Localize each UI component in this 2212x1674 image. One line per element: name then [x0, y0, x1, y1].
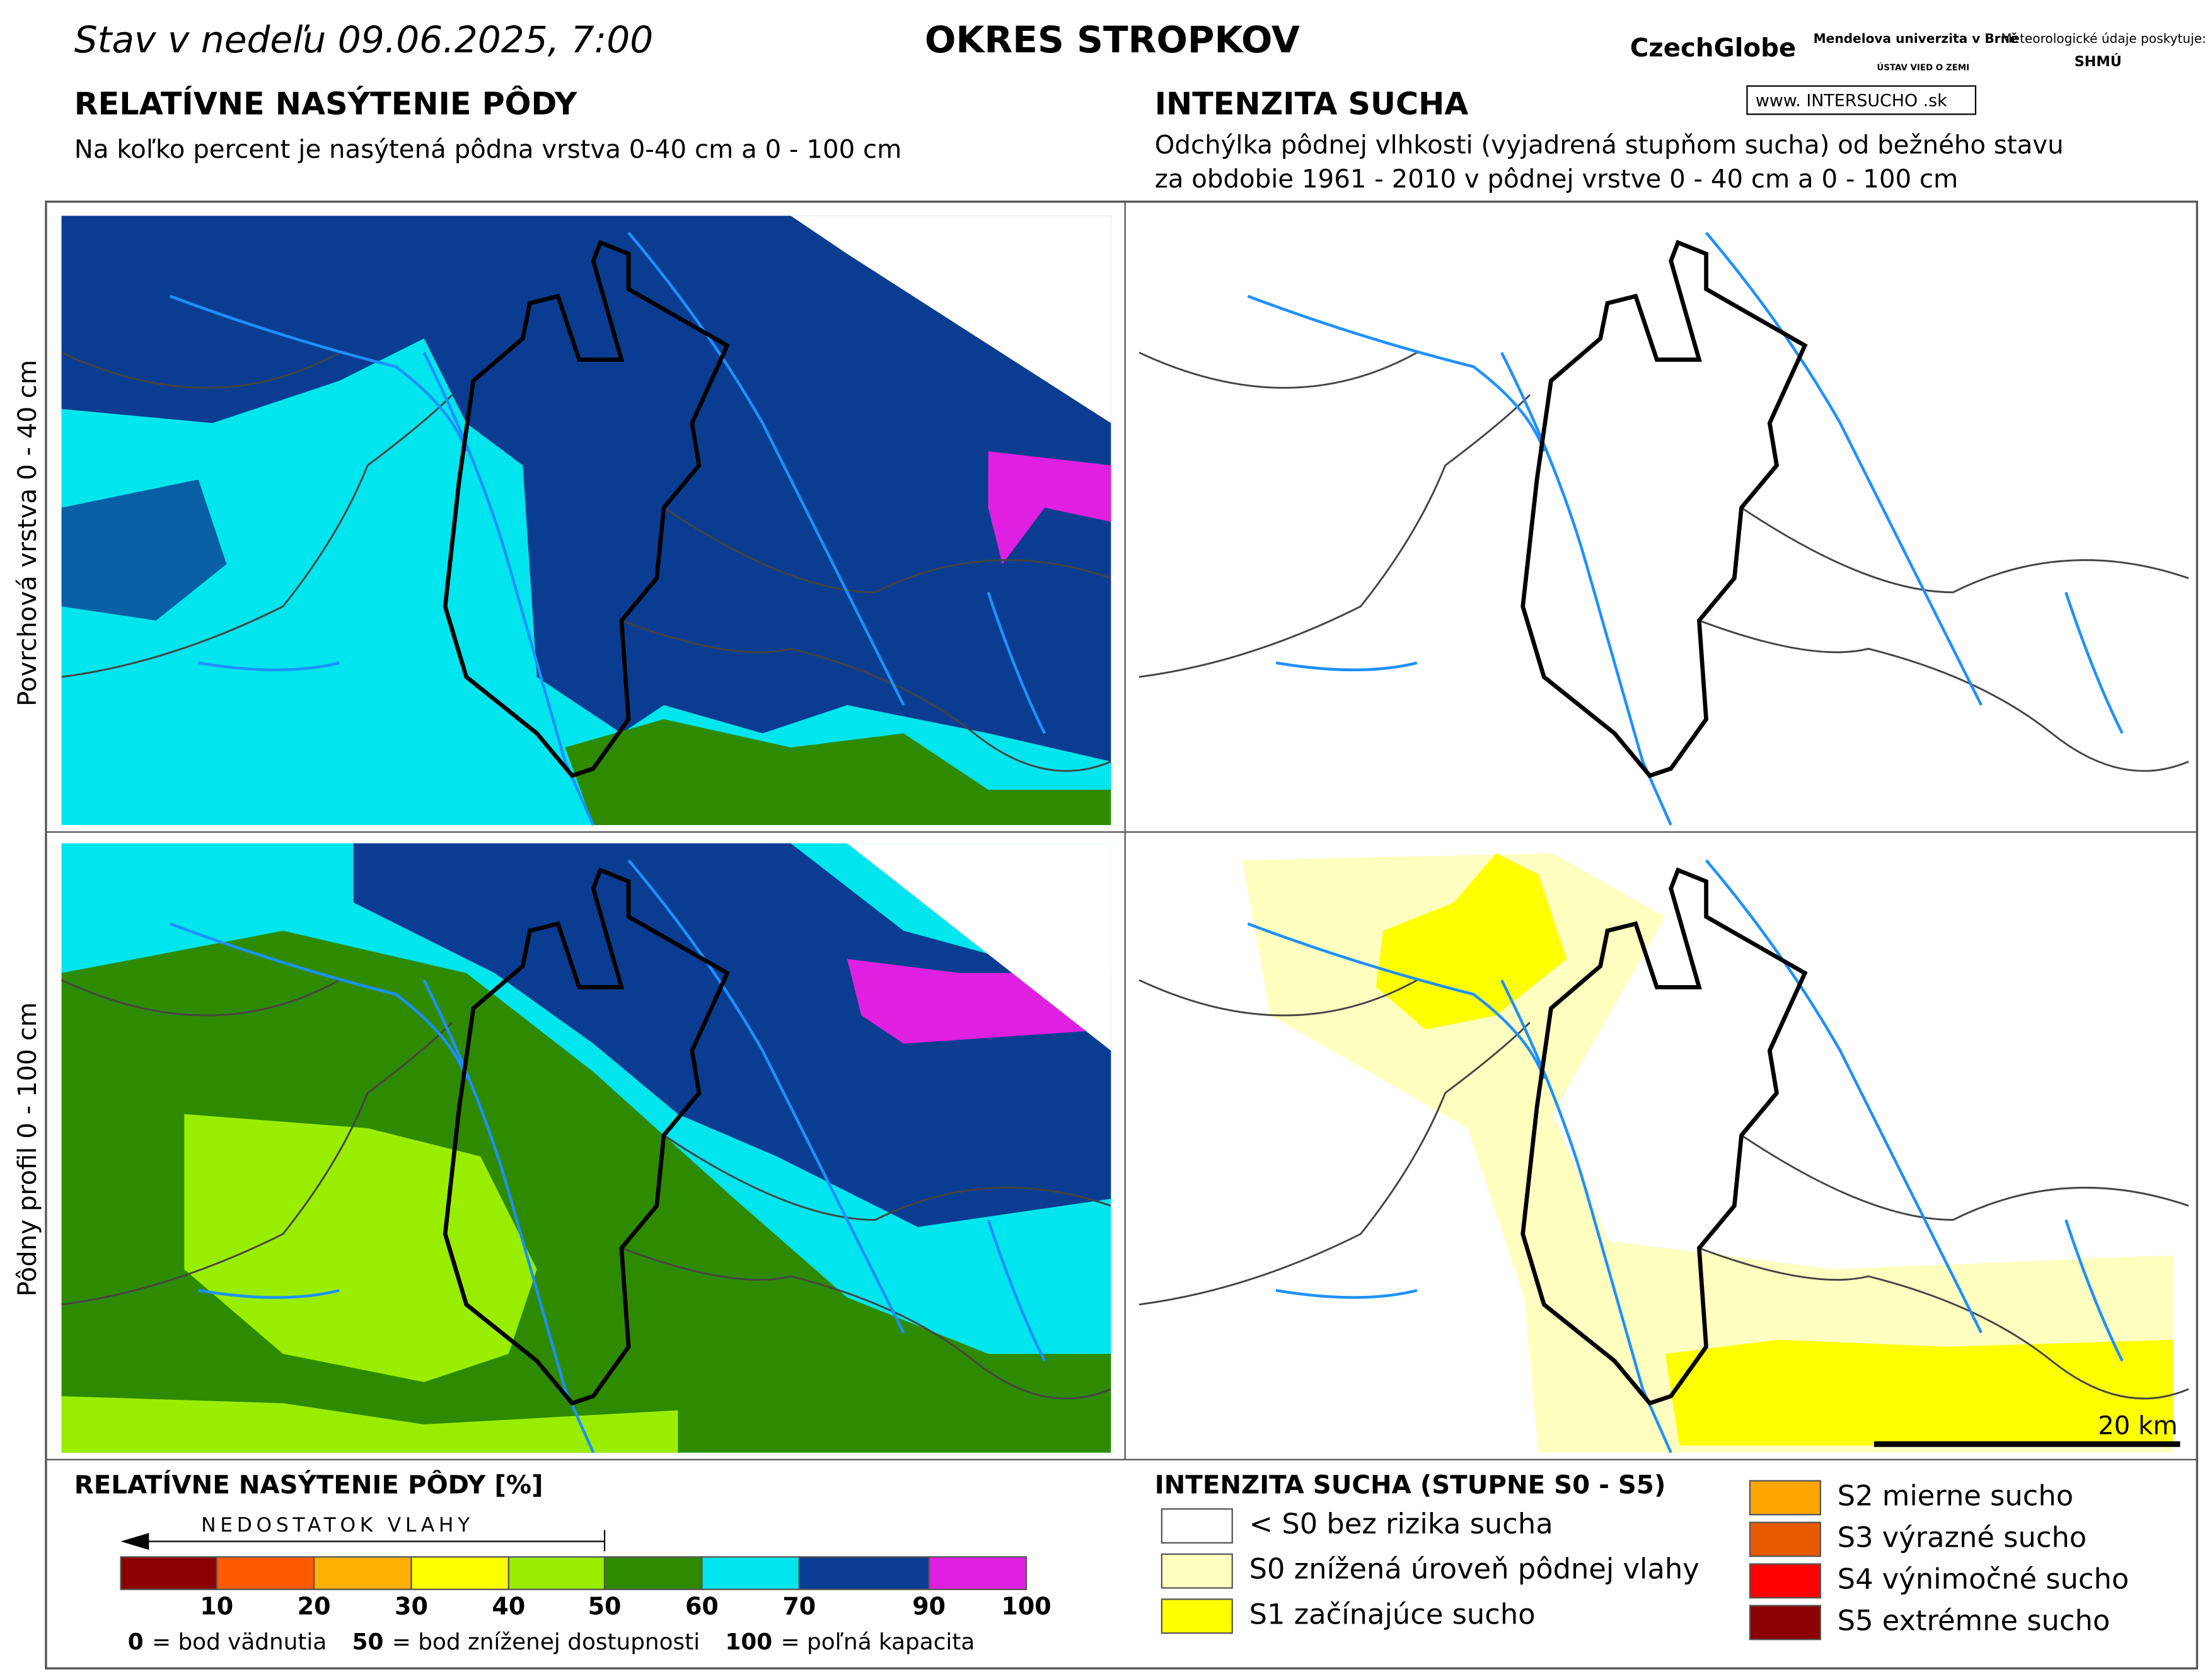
- map-drought-bottom: 20 km: [1138, 843, 2190, 1453]
- district: OKRES STROPKOV: [925, 18, 1300, 61]
- date-line: Stav v nedeľu 09.06.2025, 7:00: [74, 18, 654, 61]
- legend-swatch: [1749, 1563, 1821, 1599]
- color-bin: [603, 1556, 703, 1590]
- logo: ÚSTAV VIED O ZEMI: [1877, 61, 1969, 72]
- scale-label: 20 km: [2098, 1411, 2178, 1440]
- map-saturation-bottom: [61, 843, 1112, 1453]
- tick-label: 60: [685, 1592, 719, 1620]
- left-title: RELATÍVNE NASÝTENIE PÔDY: [74, 84, 578, 122]
- color-bin: [701, 1556, 800, 1590]
- color-bin: [216, 1556, 315, 1590]
- arrowhead: [120, 1533, 149, 1550]
- legend-label: < S0 bez rizika sucha: [1249, 1507, 1553, 1540]
- note-key: 0: [128, 1629, 144, 1655]
- left-subtitle: Na koľko percent je nasýtená pôdna vrstv…: [74, 135, 902, 164]
- map-saturation-top: [61, 216, 1112, 825]
- date-prefix: Stav v nedeľu: [74, 18, 327, 61]
- note-text: = bod zníženej dostupnosti: [392, 1629, 700, 1655]
- color-bin: [120, 1556, 217, 1590]
- tick-label: 100: [1001, 1592, 1051, 1620]
- logo: SHMÚ: [2075, 52, 2122, 70]
- tick-label: 20: [298, 1592, 331, 1620]
- legend-title: INTENZITA SUCHA (STUPNE S0 - S5): [1155, 1470, 1666, 1499]
- color-bin: [507, 1556, 606, 1590]
- tick-label: 40: [492, 1592, 525, 1620]
- legend-label: S3 výrazné sucho: [1838, 1520, 2087, 1554]
- color-bin: [313, 1556, 412, 1590]
- note-key: 50: [352, 1629, 384, 1655]
- right-title: INTENZITA SUCHA: [1155, 85, 1469, 122]
- logo: Mendelova univerzita v Brně: [1814, 31, 2018, 46]
- date: 09.06.2025, 7:00: [338, 18, 654, 61]
- legend-swatch: [1161, 1508, 1233, 1544]
- legend-title: RELATÍVNE NASÝTENIE PÔDY [%]: [74, 1469, 543, 1499]
- tick-label: 90: [912, 1592, 946, 1620]
- arrow-label: NEDOSTATOK VLAHY: [201, 1514, 474, 1537]
- tick-label: 30: [395, 1592, 428, 1620]
- map-drought-top: [1138, 216, 2190, 825]
- legend-swatch: [1749, 1605, 1821, 1641]
- legend-swatch: [1749, 1480, 1821, 1516]
- color-bin: [410, 1556, 510, 1590]
- logo: Meteorologické údaje poskytuje:: [2001, 31, 2206, 46]
- legend-label: S0 znížená úroveň pôdnej vlahy: [1249, 1552, 1700, 1586]
- legend-label: S1 začínajúce sucho: [1249, 1597, 1536, 1631]
- color-bin: [798, 1556, 930, 1590]
- note-key: 100: [725, 1629, 772, 1655]
- right-subtitle: Odchýlka pôdnej vlhkosti (vyjadrená stup…: [1155, 131, 2064, 160]
- legend-swatch: [1161, 1598, 1233, 1634]
- legend-notes: 0 = bod vädnutia 50 = bod zníženej dostupno…: [128, 1629, 975, 1655]
- row-label: Povrchová vrstva 0 - 40 cm: [13, 360, 42, 707]
- tick-label: 70: [782, 1592, 816, 1620]
- website: www. INTERSUCHO .sk: [1756, 91, 1947, 111]
- frame: [45, 200, 2198, 1670]
- color-bin: [928, 1556, 1028, 1590]
- row-label: Pôdny profil 0 - 100 cm: [13, 1002, 42, 1296]
- tick-label: 50: [588, 1592, 622, 1620]
- legend-swatch: [1749, 1521, 1821, 1557]
- right-subtitle: za obdobie 1961 - 2010 v pôdnej vrstve 0…: [1155, 165, 1959, 193]
- tick-label: 10: [200, 1592, 233, 1620]
- logo: CzechGlobe: [1630, 33, 1796, 62]
- legend-label: S2 mierne sucho: [1838, 1479, 2073, 1512]
- legend-swatch: [1161, 1553, 1233, 1589]
- note-text: = poľná kapacita: [781, 1629, 975, 1655]
- legend-label: S5 extrémne sucho: [1838, 1603, 2111, 1637]
- note-text: = bod vädnutia: [152, 1629, 327, 1655]
- website-box: [1746, 85, 1977, 115]
- legend-label: S4 výnimočné sucho: [1838, 1562, 2129, 1595]
